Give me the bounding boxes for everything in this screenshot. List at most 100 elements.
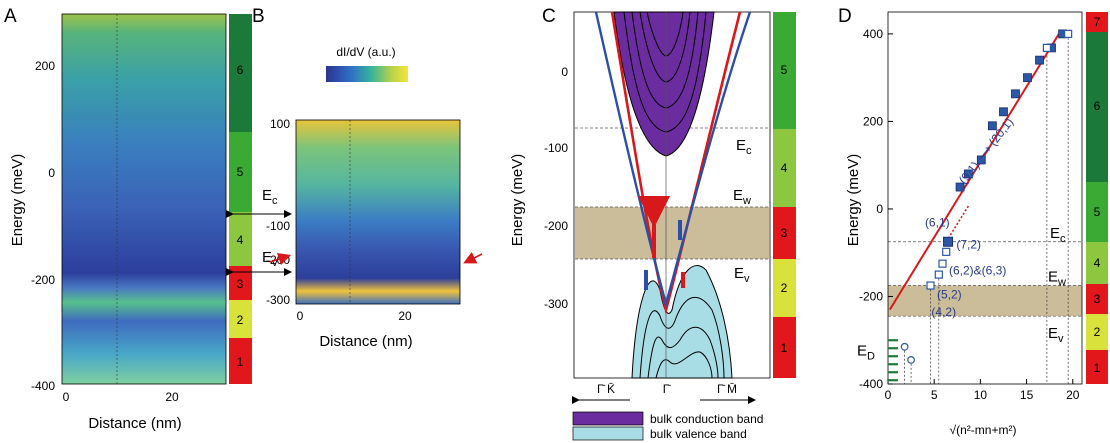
c-ytick: -200 — [544, 219, 568, 233]
a-ec-label: Ec — [262, 187, 278, 207]
strip-d-label: 4 — [1094, 256, 1101, 270]
d-ytick: 200 — [863, 114, 883, 128]
d-gap-band — [888, 285, 1082, 317]
d-open-square — [938, 259, 947, 268]
d-frame — [887, 11, 1083, 385]
strip-d-label: 1 — [1094, 361, 1101, 375]
d-open-square — [926, 281, 935, 290]
panel-c-band-strip: 5 4 3 2 1 — [773, 12, 796, 378]
a-ylabel: Energy (meV) — [9, 154, 26, 247]
d-filled-square — [976, 155, 986, 165]
strip-d-label: 3 — [1094, 292, 1101, 306]
d-filled-square — [987, 121, 997, 131]
a-ev-label: Ev — [262, 249, 278, 269]
panel-a-letter: A — [4, 6, 17, 27]
d-ytick: -200 — [859, 289, 883, 303]
d-filled-square — [963, 169, 973, 179]
b-ytick: 100 — [270, 117, 290, 131]
strip-d-label: 6 — [1094, 99, 1101, 113]
strip-c-label: 2 — [781, 281, 788, 295]
strip-d-label: 2 — [1094, 325, 1101, 339]
panel-d-band-strip: 7 6 5 4 3 2 1 — [1086, 12, 1108, 384]
strip-c-label: 5 — [781, 63, 788, 77]
d-ann-42: (4,2) — [931, 305, 956, 319]
d-ann-61: (6,1) — [925, 215, 950, 229]
panel-b-heatmap — [296, 120, 460, 304]
a-ytick: 200 — [35, 59, 55, 73]
c-conduction-band — [613, 11, 715, 157]
c-legend-conduction: bulk conduction band — [650, 412, 763, 426]
strip-a-label: 4 — [237, 233, 244, 247]
panel-d-letter: D — [838, 6, 852, 27]
b-ytick: -300 — [266, 293, 290, 307]
b-colorbar-label: dI/dV (a.u.) — [336, 45, 395, 59]
d-filled-square — [955, 182, 965, 192]
d-ann-52: (5,2) — [937, 288, 962, 302]
d-ew-label: Ew — [1048, 269, 1066, 289]
d-filled-square — [1023, 73, 1032, 83]
strip-c-label: 1 — [781, 341, 788, 355]
d-ylabel: Energy (meV) — [845, 154, 862, 247]
d-filled-square — [1035, 55, 1044, 65]
c-ytick: -300 — [544, 297, 568, 311]
b-xlabel: Distance (nm) — [319, 333, 412, 350]
b-ytick: -100 — [266, 219, 290, 233]
c-ev-label: Ev — [734, 265, 750, 285]
d-ed-label: ED — [857, 343, 875, 363]
d-fit-extension — [945, 204, 970, 243]
d-xtick: 0 — [885, 388, 892, 402]
c-legend-valence-swatch — [572, 426, 644, 441]
d-ann-62-63: (6,2)&(6,3) — [949, 264, 1006, 278]
a-xtick: 0 — [63, 390, 70, 404]
c-ytick: 0 — [561, 65, 568, 79]
c-k-center: Γ̄ — [663, 382, 672, 396]
panel-a-band-strip: 6 5 4 3 2 1 — [229, 14, 252, 384]
d-filled-square — [943, 236, 954, 247]
a-xlabel: Distance (nm) — [88, 415, 181, 432]
strip-a-label: 1 — [237, 355, 244, 369]
d-ev-label: Ev — [1048, 325, 1064, 345]
a-xtick: 20 — [165, 390, 179, 404]
strip-a-label: 2 — [237, 313, 244, 327]
d-xtick: 5 — [931, 388, 938, 402]
d-ytick: 400 — [863, 27, 883, 41]
b-colorbar — [326, 66, 408, 82]
c-gap-band — [575, 207, 769, 259]
d-open-square — [942, 247, 951, 256]
strip-a-label: 3 — [237, 277, 244, 291]
a-ytick: -200 — [31, 273, 55, 287]
c-k-right: Γ̄ M̄ — [717, 382, 737, 396]
panel-a-heatmap — [62, 14, 226, 384]
d-ec-label: Ec — [1050, 225, 1066, 245]
c-ew-label: Ew — [733, 187, 751, 207]
d-open-circle — [900, 342, 909, 351]
c-legend-valence: bulk valence band — [650, 427, 747, 441]
d-xtick: 15 — [1020, 388, 1034, 402]
panel-b-letter: B — [252, 6, 265, 27]
d-xlabel: √(n²-mn+m²) — [950, 423, 1017, 437]
d-ytick: -400 — [859, 377, 883, 391]
panel-c-letter: C — [542, 6, 556, 27]
b-xtick: 20 — [398, 309, 412, 323]
strip-d-label: 5 — [1094, 205, 1101, 219]
d-open-circle — [907, 356, 915, 364]
b-xtick: 0 — [297, 309, 304, 323]
a-ytick: 0 — [48, 166, 55, 180]
c-legend-conduction-swatch — [572, 411, 644, 426]
d-ytick: 0 — [876, 202, 883, 216]
c-ec-label: Ec — [736, 137, 752, 157]
strip-c-label: 3 — [781, 226, 788, 240]
d-filled-square — [999, 107, 1008, 117]
c-ylabel: Energy (meV) — [509, 154, 526, 247]
c-surface-state-red — [610, 11, 742, 316]
c-ytick: -100 — [544, 141, 568, 155]
d-filled-square — [1011, 89, 1020, 99]
panel-a-yticks: 200 0 -200 -400 — [31, 59, 55, 393]
c-k-left: Γ̄ K̄ — [597, 382, 615, 396]
strip-d-label: 7 — [1094, 15, 1101, 29]
d-xtick: 20 — [1066, 388, 1080, 402]
a-ytick: -400 — [31, 379, 55, 393]
strip-a-label: 5 — [237, 165, 244, 179]
d-xtick: 10 — [974, 388, 988, 402]
